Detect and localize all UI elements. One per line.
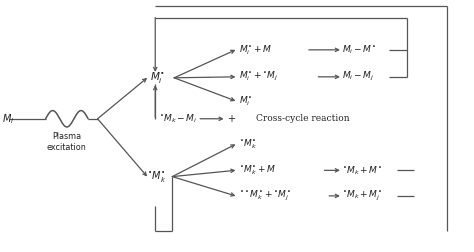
Text: $M_i^{\bullet}$: $M_i^{\bullet}$ — [239, 94, 253, 108]
Text: Cross-cycle reaction: Cross-cycle reaction — [256, 114, 349, 123]
Text: $M_i - M_j$: $M_i - M_j$ — [342, 70, 374, 83]
Text: Plasma
excitation: Plasma excitation — [47, 132, 87, 152]
Text: $M_i^{\bullet} + {}^{\bullet}M_j$: $M_i^{\bullet} + {}^{\bullet}M_j$ — [239, 70, 279, 83]
Text: $M_i$: $M_i$ — [1, 112, 14, 126]
Text: $^{\bullet\bullet}M_k^{\bullet} + {}^{\bullet}M_j^{\bullet}$: $^{\bullet\bullet}M_k^{\bullet} + {}^{\b… — [239, 189, 292, 203]
Text: $^{\bullet}M_k + M_j^{\bullet}$: $^{\bullet}M_k + M_j^{\bullet}$ — [342, 189, 382, 203]
Text: $M_i^{\bullet} + M$: $M_i^{\bullet} + M$ — [239, 43, 273, 57]
Text: $+$: $+$ — [227, 113, 236, 124]
Text: $M_i^{\bullet}$: $M_i^{\bullet}$ — [150, 70, 164, 85]
Text: $^{\bullet}M_k^{\bullet}$: $^{\bullet}M_k^{\bullet}$ — [239, 138, 257, 151]
Text: $M_i - M^{\bullet}$: $M_i - M^{\bullet}$ — [342, 44, 376, 56]
Text: $^{\bullet}M_k^{\bullet}$: $^{\bullet}M_k^{\bullet}$ — [147, 169, 166, 184]
Text: $^{\bullet}M_k - M_i$: $^{\bullet}M_k - M_i$ — [159, 113, 198, 125]
Text: $^{\bullet}M_k + M^{\bullet}$: $^{\bullet}M_k + M^{\bullet}$ — [342, 164, 382, 177]
Text: $^{\bullet}M_k^{\bullet} + M$: $^{\bullet}M_k^{\bullet} + M$ — [239, 164, 277, 177]
